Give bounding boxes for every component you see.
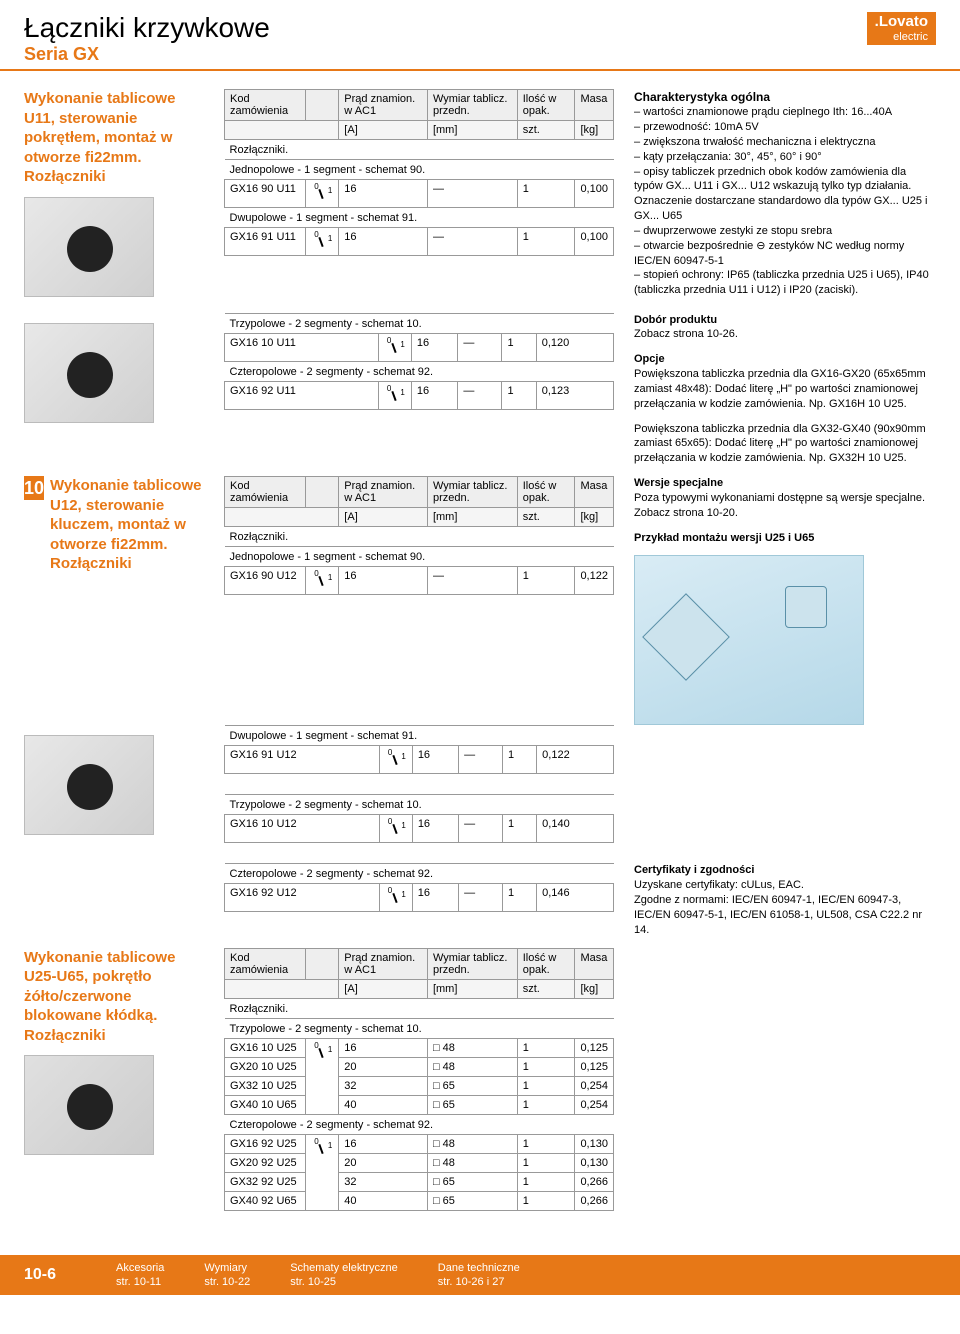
table-u11-a: Kod zamówienia Prąd znamion. w AC1 Wymia… <box>224 89 614 256</box>
th-current: Prąd znamion. w AC1 <box>339 90 428 121</box>
switch-icon <box>385 887 407 905</box>
footer-c4s: str. 10-26 i 27 <box>438 1276 505 1288</box>
switch-icon <box>384 337 406 355</box>
row-u25c-0: GX16 92 U2516□ 4810,130 <box>225 1134 614 1153</box>
brand-main: .Lovato <box>875 14 928 31</box>
orange-rule <box>0 69 960 71</box>
table-u12-b: Dwupolowe - 1 segment - schemat 91. GX16… <box>224 725 614 774</box>
footer-bar: 10-6 Akcesoriastr. 10-11 Wymiarystr. 10-… <box>0 1255 960 1296</box>
product-image-u11 <box>24 197 154 297</box>
page-subtitle: Seria GX <box>24 44 270 65</box>
th-code: Kod zamówienia <box>225 90 306 121</box>
heading-u12: Wykonanie tablicowe U12, sterowanie kluc… <box>50 476 204 574</box>
page-title: Łączniki krzywkowe <box>24 12 270 44</box>
row-u11-10: GX16 10 U11 16 — 1 0,120 <box>225 333 614 361</box>
dobor-title: Dobór produktu <box>634 314 717 326</box>
opcje-title: Opcje <box>634 353 665 365</box>
table-u12-c: Trzypolowe - 2 segmenty - schemat 10. GX… <box>224 794 614 843</box>
row-u11-92: GX16 92 U11 16 — 1 0,123 <box>225 381 614 409</box>
product-image-u11b <box>24 323 154 423</box>
unit-a: [A] <box>339 121 428 140</box>
footer-c3s: str. 10-25 <box>290 1276 336 1288</box>
characteristics-block: Charakterystyka ogólna wartości znamiono… <box>634 89 936 313</box>
switch-icon <box>311 183 333 201</box>
row-u25t-1: GX20 10 U2520□ 4810,125 <box>225 1057 614 1076</box>
product-image-u25 <box>24 1055 154 1155</box>
switch-icon <box>385 818 407 836</box>
row-u25c-3: GX40 92 U6540□ 6510,266 <box>225 1191 614 1210</box>
cert-l1: Uzyskane certyfikaty: cULus, EAC. <box>634 879 804 891</box>
switch-icon <box>385 749 407 767</box>
brand-logo: .Lovato electric <box>867 12 936 45</box>
row-u11-90: GX16 90 U11 16 — 1 0,100 <box>225 180 614 208</box>
footer-c1s: str. 10-11 <box>116 1276 161 1288</box>
switch-icon <box>311 1042 333 1060</box>
page-header: Łączniki krzywkowe Seria GX .Lovato elec… <box>0 0 960 69</box>
wersje-text: Poza typowymi wykonaniami dostępne są we… <box>634 492 925 519</box>
product-image-u12 <box>24 735 154 835</box>
unit-szt: szt. <box>517 121 575 140</box>
unit-mm: [mm] <box>427 121 517 140</box>
footer-c2s: str. 10-22 <box>204 1276 250 1288</box>
footer-c4t: Dane techniczne <box>438 1261 520 1275</box>
cert-title: Certyfikaty i zgodności <box>634 864 754 876</box>
brand-sub: electric <box>875 31 928 43</box>
row-u25t-3: GX40 10 U6540□ 6510,254 <box>225 1095 614 1114</box>
dobor-text: Zobacz strona 10-26. <box>634 328 738 340</box>
row-u12-90: GX16 90 U12 16 — 1 0,122 <box>225 567 614 595</box>
assembly-diagram <box>634 555 864 725</box>
switch-icon <box>311 570 333 588</box>
table-u11-b: Trzypolowe - 2 segmenty - schemat 10. GX… <box>224 313 614 410</box>
opcje-p1: Powiększona tabliczka przednia dla GX16-… <box>634 368 926 410</box>
wersje-title: Wersje specjalne <box>634 477 723 489</box>
switch-icon <box>311 1138 333 1156</box>
unit-kg: [kg] <box>575 121 614 140</box>
th-mass: Masa <box>575 90 614 121</box>
row-u25t-0: GX16 10 U2516□ 4810,125 <box>225 1038 614 1057</box>
heading-u25: Wykonanie tablicowe U25-U65, pokrętło żó… <box>24 948 204 1046</box>
row-u25c-2: GX32 92 U2532□ 6510,266 <box>225 1172 614 1191</box>
caption-j1-90: Jednopolowe - 1 segment - schemat 90. <box>225 160 614 180</box>
footer-c3t: Schematy elektryczne <box>290 1261 398 1275</box>
heading-u11: Wykonanie tablicowe U11, sterowanie pokr… <box>24 89 204 187</box>
switch-icon <box>384 385 406 403</box>
th-dim: Wymiar tablicz. przedn. <box>427 90 517 121</box>
table-u12-d: Czteropolowe - 2 segmenty - schemat 92. … <box>224 863 614 912</box>
footer-c1t: Akcesoria <box>116 1261 164 1275</box>
table-u25: Kod zamówienia Prąd znamion. w AC1 Wymia… <box>224 948 614 1211</box>
char-list: wartości znamionowe prądu cieplnego Ith:… <box>634 105 936 298</box>
opcje-p2: Powiększona tabliczka przednia dla GX32-… <box>634 422 936 467</box>
row-u11-91: GX16 91 U11 16 — 1 0,100 <box>225 228 614 256</box>
row-u12-92: GX16 92 U12 16 — 1 0,146 <box>225 884 614 912</box>
caption-rozl: Rozłączniki. <box>225 140 614 160</box>
cert-l2: Zgodne z normami: IEC/EN 60947-1, IEC/EN… <box>634 894 922 936</box>
row-u12-10: GX16 10 U12 16 — 1 0,140 <box>225 815 614 843</box>
switch-icon <box>311 231 333 249</box>
footer-c2t: Wymiary <box>204 1261 250 1275</box>
caption-d1-91: Dwupolowe - 1 segment - schemat 91. <box>225 208 614 228</box>
row-u12-91: GX16 91 U12 16 — 1 0,122 <box>225 746 614 774</box>
char-title: Charakterystyka ogólna <box>634 89 936 105</box>
th-qty: Ilość w opak. <box>517 90 575 121</box>
tab-number: 10 <box>24 476 44 500</box>
table-u12-a: Kod zamówienia Prąd znamion. w AC1 Wymia… <box>224 476 614 595</box>
row-u25c-1: GX20 92 U2520□ 4810,130 <box>225 1153 614 1172</box>
row-u25t-2: GX32 10 U2532□ 6510,254 <box>225 1076 614 1095</box>
page-number: 10-6 <box>24 1266 56 1284</box>
przyklad-title: Przykład montażu wersji U25 i U65 <box>634 531 936 546</box>
